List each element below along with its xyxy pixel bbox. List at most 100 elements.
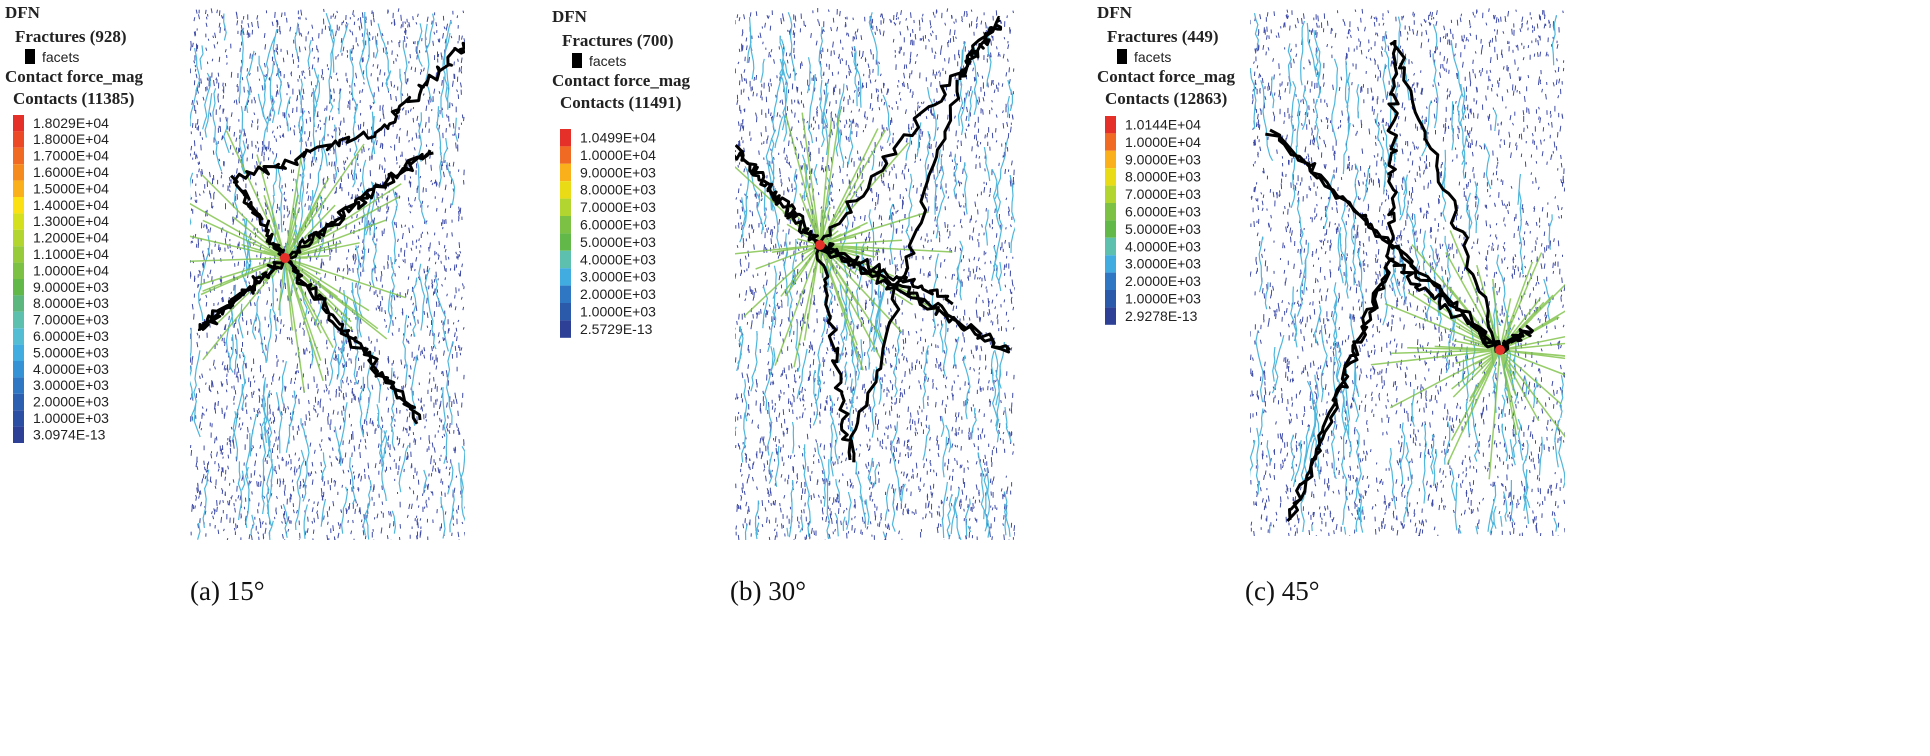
legend-swatch <box>1105 150 1116 169</box>
legend-label: 2.0000E+03 <box>1125 273 1201 289</box>
legend-label: 1.2000E+04 <box>33 230 109 246</box>
panel: DFN Fractures (700) facets Contact force_ma… <box>552 7 1015 606</box>
legend-swatch <box>13 328 24 345</box>
legend-label: 8.0000E+03 <box>580 182 656 198</box>
legend-label: 1.8000E+04 <box>33 131 109 147</box>
legend-label: 8.0000E+03 <box>33 295 109 311</box>
legend-label: 1.0000E+04 <box>580 147 656 163</box>
legend-swatch <box>13 311 24 329</box>
legend-swatch <box>1105 168 1116 186</box>
legend-label: 1.3000E+04 <box>33 213 109 229</box>
legend-label: 4.0000E+03 <box>33 361 109 377</box>
legend-swatch <box>1105 185 1116 203</box>
legend-label: 1.8029E+04 <box>33 115 109 131</box>
facets-swatch <box>572 53 582 68</box>
legend-swatch <box>560 320 571 338</box>
legend-field: Contact force_mag <box>1097 67 1236 86</box>
legend-label: 1.0000E+03 <box>33 410 109 426</box>
legend-swatch <box>1105 290 1116 308</box>
legend-label: 1.6000E+04 <box>33 164 109 180</box>
legend-swatch <box>1105 203 1116 221</box>
legend-swatch <box>1105 237 1116 256</box>
legend-label: 2.0000E+03 <box>33 394 109 410</box>
legend-label: 1.0000E+04 <box>33 262 109 278</box>
legend-swatch <box>13 410 24 427</box>
legend-label: 1.0499E+04 <box>580 130 656 146</box>
legend-swatch <box>13 295 24 312</box>
force-chains <box>1250 12 1565 535</box>
facets-swatch <box>25 49 35 64</box>
peak-force <box>1495 345 1505 355</box>
legend-label: 6.0000E+03 <box>1125 204 1201 220</box>
legend-label: 1.0000E+04 <box>1125 134 1201 150</box>
legend-swatch <box>13 180 24 197</box>
legend-facets: facets <box>42 49 79 65</box>
legend-facets: facets <box>589 53 626 69</box>
legend-label: 5.0000E+03 <box>33 344 109 360</box>
legend-swatch <box>560 129 571 147</box>
legend-label: 2.9278E-13 <box>1125 308 1198 324</box>
legend-swatch <box>1105 272 1116 290</box>
legend-swatch <box>560 198 571 216</box>
legend-contacts: Contacts (11491) <box>560 93 681 112</box>
legend-fractures: Fractures (928) <box>15 27 127 46</box>
legend-label: 1.5000E+04 <box>33 180 109 196</box>
peak-force <box>280 253 290 263</box>
legend-swatch <box>13 279 24 296</box>
legend-swatch <box>13 344 24 361</box>
legend-swatch <box>560 233 571 251</box>
legend-swatch <box>560 146 571 164</box>
panel: DFN Fractures (449) facets Contact force_ma… <box>1097 3 1565 606</box>
peak-force <box>815 240 825 250</box>
legend-label: 7.0000E+03 <box>33 312 109 328</box>
legend-swatch <box>13 131 24 148</box>
legend-label: 1.7000E+04 <box>33 148 109 164</box>
legend-swatch <box>1105 116 1116 134</box>
legend-fractures: Fractures (449) <box>1107 27 1219 46</box>
legend-label: 3.0000E+03 <box>1125 256 1201 272</box>
legend-field: Contact force_mag <box>5 67 144 86</box>
force-chains <box>190 11 465 540</box>
legend-swatch <box>13 197 24 214</box>
legend-label: 1.0000E+03 <box>580 304 656 320</box>
legend-swatch <box>13 115 24 132</box>
legend-swatch <box>560 250 571 269</box>
legend-label: 2.0000E+03 <box>580 286 656 302</box>
legend-swatch <box>13 147 24 165</box>
legend-swatch <box>13 213 24 230</box>
simulation-image <box>190 8 465 540</box>
legend-swatch <box>13 246 24 263</box>
legend-swatch <box>13 229 24 247</box>
legend-swatch <box>13 377 24 394</box>
legend-swatch <box>13 393 24 411</box>
legend-fractures: Fractures (700) <box>562 31 674 50</box>
legend-swatch <box>560 268 571 286</box>
facets-swatch <box>1117 49 1127 64</box>
legend-swatch <box>560 285 571 303</box>
legend-label: 1.4000E+04 <box>33 197 109 213</box>
legend-label: 7.0000E+03 <box>580 199 656 215</box>
caption: (b) 30° <box>730 576 806 606</box>
simulation-image <box>735 8 1015 540</box>
legend-label: 4.0000E+03 <box>580 251 656 267</box>
legend-swatch <box>13 164 24 181</box>
legend-title: DFN <box>5 3 41 22</box>
legend-swatch <box>13 426 24 443</box>
legend-label: 1.0144E+04 <box>1125 117 1201 133</box>
fracture-facets <box>735 15 1012 463</box>
legend-swatch <box>13 262 24 279</box>
legend-label: 9.0000E+03 <box>1125 151 1201 167</box>
legend-field: Contact force_mag <box>552 71 691 90</box>
contact-dots <box>190 8 465 540</box>
fracture-facets <box>197 41 465 425</box>
caption: (c) 45° <box>1245 576 1320 606</box>
legend-swatch <box>1105 133 1116 151</box>
legend-label: 5.0000E+03 <box>580 234 656 250</box>
legend-contacts: Contacts (12863) <box>1105 89 1227 108</box>
legend-swatch <box>560 181 571 199</box>
legend-label: 7.0000E+03 <box>1125 186 1201 202</box>
fracture-facets <box>1265 39 1534 523</box>
legend-label: 6.0000E+03 <box>33 328 109 344</box>
legend-label: 9.0000E+03 <box>33 279 109 295</box>
